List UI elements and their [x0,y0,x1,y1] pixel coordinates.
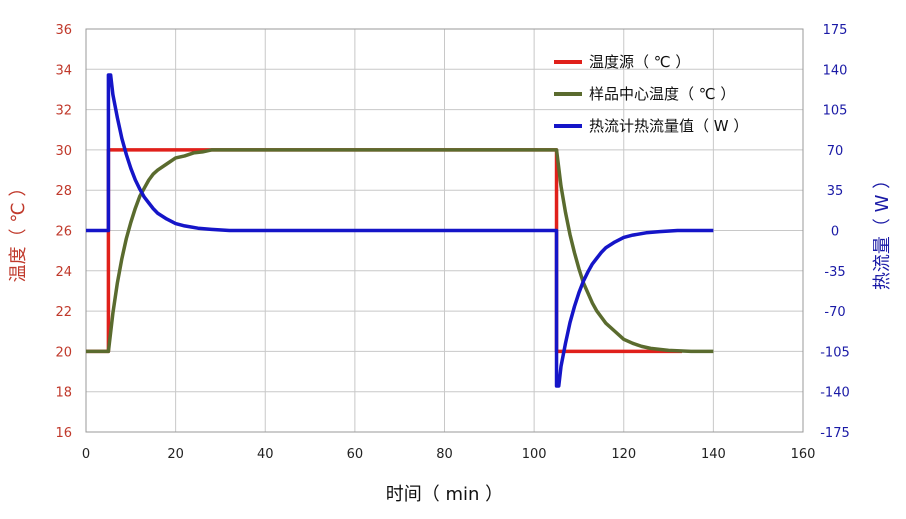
right-tick-label: -175 [820,426,850,441]
right-tick-label: 0 [831,225,839,240]
right-tick-label: 35 [827,184,844,199]
x-axis-title: 时间（ min ） [386,484,503,505]
right-tick-label: -35 [824,265,845,280]
right-tick-label: 70 [827,144,844,159]
legend-label-sample-center-temperature: 样品中心温度（ ℃ ） [589,85,735,103]
legend: 温度源（ ℃ ） 样品中心温度（ ℃ ） 热流计热流量值（ W ） [554,53,748,135]
left-tick-label: 26 [55,225,72,240]
legend-label-heat-flow: 热流计热流量值（ W ） [589,117,748,135]
right-tick-label: -140 [820,386,850,401]
series-line-heat-flow [86,73,714,388]
x-tick-label: 20 [167,447,184,462]
x-tick-label: 120 [611,447,636,462]
left-tick-label: 28 [55,184,72,199]
x-axis-ticks: 0 20 40 60 80 100 120 140 160 [82,447,816,462]
x-tick-label: 160 [791,447,816,462]
right-axis-title: 热流量（ W ） [872,171,893,290]
right-tick-label: 140 [823,63,848,78]
series-layer [86,73,714,388]
right-tick-label: -70 [824,305,845,320]
left-tick-label: 24 [55,265,72,280]
right-tick-label: -105 [820,345,850,360]
left-axis-title: 温度（ ℃ ） [8,179,29,283]
left-tick-label: 20 [55,345,72,360]
legend-label-temperature-source: 温度源（ ℃ ） [589,53,690,71]
x-tick-label: 40 [257,447,274,462]
x-tick-label: 80 [436,447,453,462]
x-tick-label: 0 [82,447,90,462]
left-tick-label: 36 [55,23,72,38]
right-tick-label: 105 [823,104,848,119]
left-tick-label: 16 [55,426,72,441]
left-tick-label: 32 [55,104,72,119]
left-tick-label: 22 [55,305,72,320]
left-tick-label: 18 [55,386,72,401]
series-line-sample-center-temperature [86,148,714,354]
left-tick-label: 30 [55,144,72,159]
right-tick-label: 175 [823,23,848,38]
x-tick-label: 60 [347,447,364,462]
x-tick-label: 100 [522,447,547,462]
x-tick-label: 140 [701,447,726,462]
right-axis-ticks: -175 -140 -105 -70 -35 0 35 70 105 140 175 [820,23,850,441]
left-axis-ticks: 16 18 20 22 24 26 28 30 32 34 36 [55,23,72,441]
left-tick-label: 34 [55,63,72,78]
